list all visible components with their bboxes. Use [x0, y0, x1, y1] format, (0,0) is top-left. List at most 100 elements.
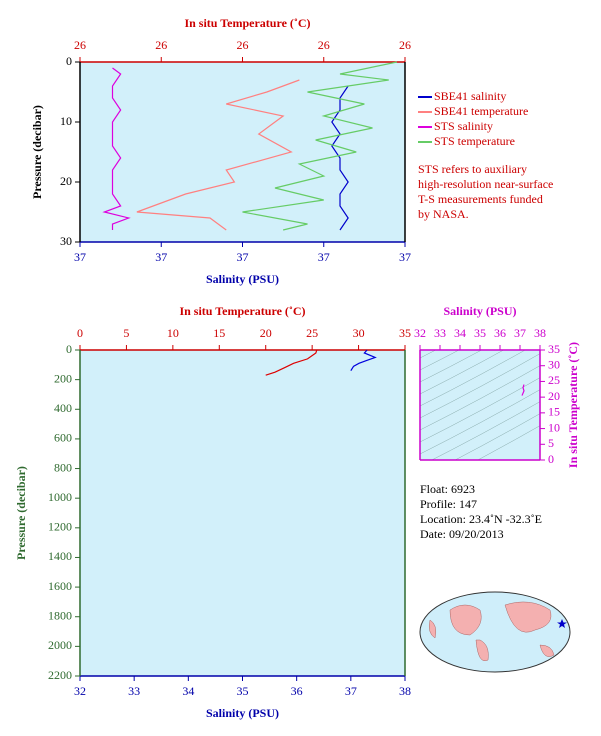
legend-label: STS salinity: [434, 119, 493, 133]
x-tick-label: 33: [128, 684, 140, 698]
series-line: [350, 349, 377, 372]
y-tick-label: 15: [548, 405, 560, 419]
float-info: Float: 6923: [420, 482, 475, 496]
note-line: high-resolution near-surface: [418, 177, 553, 191]
y-tick-label: 10: [60, 114, 72, 128]
y-tick-label: 1200: [48, 520, 72, 534]
x-tick-label: 34: [182, 684, 194, 698]
y-tick-label: 1400: [48, 549, 72, 563]
y-tick-label: 25: [548, 373, 560, 387]
float-info: Profile: 147: [420, 497, 477, 511]
x-tick-label: 38: [399, 684, 411, 698]
legend-label: STS temperature: [434, 134, 515, 148]
series-line: [265, 349, 318, 376]
y-tick-label: 5: [548, 436, 554, 450]
plot-area: [80, 350, 405, 676]
plot-area: [420, 350, 540, 460]
y-tick-label: 200: [54, 371, 72, 385]
y-tick-label: 1600: [48, 579, 72, 593]
x-tick-label: 36: [494, 326, 506, 340]
x2-tick-label: 26: [155, 38, 167, 52]
x2-tick-label: 20: [260, 326, 272, 340]
contour: [420, 377, 540, 443]
contour: [420, 264, 550, 334]
x-tick-label: 37: [155, 250, 167, 264]
y-axis-title: In situ Temperature (˚C): [566, 342, 580, 468]
map-land: [539, 644, 555, 657]
x-tick-label: 37: [514, 326, 526, 340]
x-tick-label: 37: [318, 250, 330, 264]
contour: [420, 240, 550, 310]
x-tick-label: 37: [399, 250, 411, 264]
y-tick-label: 2000: [48, 638, 72, 652]
y-tick-label: 800: [54, 460, 72, 474]
contour: [431, 401, 540, 460]
x-tick-label: 34: [454, 326, 466, 340]
float-location: [557, 619, 567, 628]
x-tick-label: 35: [237, 684, 249, 698]
x2-tick-label: 10: [167, 326, 179, 340]
float-info: Location: 23.4˚N -32.3˚E: [420, 512, 542, 526]
series-line: [242, 61, 397, 231]
contour: [454, 413, 540, 460]
x2-tick-label: 25: [306, 326, 318, 340]
x2-tick-label: 26: [399, 38, 411, 52]
x-tick-label: 38: [534, 326, 546, 340]
series-line: [136, 79, 300, 231]
map-land: [449, 604, 482, 636]
x-tick-label: 37: [345, 684, 357, 698]
x-tick-label: 37: [74, 250, 86, 264]
x2-tick-label: 26: [237, 38, 249, 52]
contour: [420, 350, 483, 383]
x-tick-label: 35: [474, 326, 486, 340]
contour: [420, 350, 526, 407]
y-tick-label: 2200: [48, 668, 72, 682]
series-line: [102, 67, 131, 230]
y-tick-label: 35: [548, 342, 560, 356]
contour: [420, 353, 540, 419]
y-tick-label: 20: [60, 174, 72, 188]
x-axis-title: Salinity (PSU): [443, 304, 516, 318]
y-tick-label: 30: [60, 234, 72, 248]
contour: [420, 350, 437, 359]
y-axis-title: Pressure (decibar): [14, 466, 28, 560]
y-tick-label: 30: [548, 357, 560, 371]
x2-tick-label: 35: [399, 326, 411, 340]
x2-axis-title: In situ Temperature (˚C): [184, 16, 310, 30]
note-line: STS refers to auxiliary: [418, 162, 527, 176]
map: [419, 591, 571, 673]
x2-tick-label: 5: [123, 326, 129, 340]
map-land: [475, 639, 489, 662]
y-tick-label: 1000: [48, 490, 72, 504]
y-tick-label: 400: [54, 401, 72, 415]
map-land: [504, 601, 552, 633]
contour: [420, 350, 505, 395]
map-ocean: [419, 591, 571, 673]
y-tick-label: 20: [548, 389, 560, 403]
contour: [477, 425, 540, 460]
y-tick-label: 0: [66, 54, 72, 68]
legend-label: SBE41 temperature: [434, 104, 528, 118]
x2-tick-label: 26: [318, 38, 330, 52]
y-tick-label: 0: [66, 342, 72, 356]
x-tick-label: 37: [237, 250, 249, 264]
float-info: Date: 09/20/2013: [420, 527, 504, 541]
legend-label: SBE41 salinity: [434, 89, 506, 103]
x2-tick-label: 0: [77, 326, 83, 340]
contour: [420, 350, 460, 371]
x2-axis-title: In situ Temperature (˚C): [179, 304, 305, 318]
x-axis-title: Salinity (PSU): [206, 706, 279, 720]
note-line: T-S measurements funded: [418, 192, 543, 206]
y-tick-label: 600: [54, 431, 72, 445]
x-tick-label: 32: [74, 684, 86, 698]
x-tick-label: 33: [434, 326, 446, 340]
series-line: [331, 85, 349, 231]
x-tick-label: 32: [414, 326, 426, 340]
x-tick-label: 36: [291, 684, 303, 698]
y-tick-label: 1800: [48, 608, 72, 622]
contour: [420, 365, 540, 431]
x2-tick-label: 30: [353, 326, 365, 340]
contours: [420, 240, 550, 460]
map-land: [428, 619, 437, 639]
